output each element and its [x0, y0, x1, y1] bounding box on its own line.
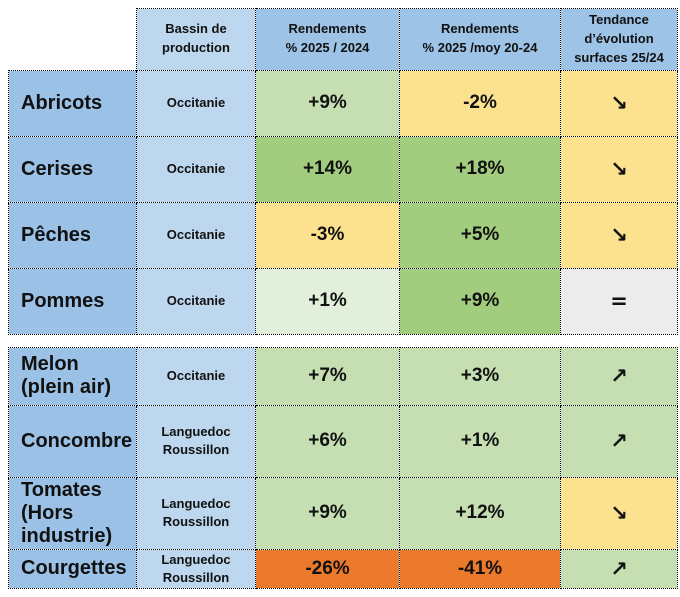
vegetables-table: Melon (plein air) Occitanie +7% +3% ↗ Co…	[8, 346, 678, 589]
product-name: Concombre	[21, 429, 133, 452]
table-row: Tomates (Hors industrie) Languedoc Rouss…	[8, 476, 678, 550]
product-name-cell: Pêches	[8, 201, 137, 269]
table-row: Pêches Occitanie -3% +5% ↘	[8, 201, 678, 269]
product-name-cell: Pommes	[8, 267, 137, 335]
column-header-bassin: Bassin de production	[136, 8, 256, 71]
bassin-cell: Languedoc Roussillon	[136, 404, 256, 478]
trend-arrow-cell: ↗	[560, 548, 678, 589]
yield-vs-2024-cell: +1%	[255, 267, 400, 335]
trend-arrow-cell: ↗	[560, 404, 678, 478]
product-name-cell: Abricots	[8, 69, 137, 137]
table-row: Concombre Languedoc Roussillon +6% +1% ↗	[8, 404, 678, 478]
column-header-tendance-surfaces: Tendance d’évolution surfaces 25/24	[560, 8, 678, 71]
trend-arrow-cell: ↘	[560, 135, 678, 203]
trend-arrow-cell: =	[560, 267, 678, 335]
column-header-rendements-moy: Rendements % 2025 /moy 20-24	[399, 8, 561, 71]
product-name: Pêches	[21, 223, 92, 246]
product-name-cell: Concombre	[8, 404, 137, 478]
yield-vs-2024-cell: +7%	[255, 346, 400, 406]
bassin-cell: Languedoc Roussillon	[136, 476, 256, 550]
fruits-table: Bassin de production Rendements % 2025 /…	[8, 8, 678, 335]
table-row: Cerises Occitanie +14% +18% ↘	[8, 135, 678, 203]
trend-arrow-cell: ↘	[560, 201, 678, 269]
trend-arrow-cell: ↗	[560, 346, 678, 406]
yield-vs-avg-20-24-cell: +1%	[399, 404, 561, 478]
product-name: Melon	[21, 353, 79, 376]
section-gap	[8, 335, 680, 347]
product-name-cell: Melon (plein air)	[8, 346, 137, 406]
product-subtitle: (Hors industrie)	[21, 501, 113, 547]
trend-arrow-cell: ↘	[560, 476, 678, 550]
bassin-cell: Occitanie	[136, 69, 256, 137]
bassin-cell: Occitanie	[136, 135, 256, 203]
table-row: Abricots Occitanie +9% -2% ↘	[8, 69, 678, 137]
table-row: Melon (plein air) Occitanie +7% +3% ↗	[8, 346, 678, 406]
yield-vs-avg-20-24-cell: +18%	[399, 135, 561, 203]
yield-vs-2024-cell: -3%	[255, 201, 400, 269]
product-name-cell: Tomates (Hors industrie)	[8, 476, 137, 550]
table-row: Pommes Occitanie +1% +9% =	[8, 267, 678, 335]
yield-vs-avg-20-24-cell: -41%	[399, 548, 561, 589]
product-name-cell: Courgettes	[8, 548, 137, 589]
corner-cell	[8, 8, 137, 71]
product-name: Cerises	[21, 157, 94, 180]
bassin-cell: Occitanie	[136, 201, 256, 269]
yield-vs-avg-20-24-cell: +3%	[399, 346, 561, 406]
product-subtitle: (plein air)	[21, 376, 112, 399]
column-header-rendements-2024: Rendements % 2025 / 2024	[255, 8, 400, 71]
yield-vs-avg-20-24-cell: +12%	[399, 476, 561, 550]
header-row: Bassin de production Rendements % 2025 /…	[8, 8, 678, 71]
yield-vs-2024-cell: +9%	[255, 69, 400, 137]
yield-vs-2024-cell: -26%	[255, 548, 400, 589]
yield-vs-avg-20-24-cell: +9%	[399, 267, 561, 335]
yield-vs-avg-20-24-cell: -2%	[399, 69, 561, 137]
product-name: Courgettes	[21, 557, 127, 580]
product-name-cell: Cerises	[8, 135, 137, 203]
table-row: Courgettes Languedoc Roussillon -26% -41…	[8, 548, 678, 589]
product-name: Tomates	[21, 478, 102, 501]
product-name: Abricots	[21, 91, 103, 114]
trend-arrow-cell: ↘	[560, 69, 678, 137]
yield-vs-2024-cell: +9%	[255, 476, 400, 550]
bassin-cell: Occitanie	[136, 267, 256, 335]
yield-vs-avg-20-24-cell: +5%	[399, 201, 561, 269]
bassin-cell: Occitanie	[136, 346, 256, 406]
yield-vs-2024-cell: +14%	[255, 135, 400, 203]
product-name: Pommes	[21, 289, 105, 312]
yield-vs-2024-cell: +6%	[255, 404, 400, 478]
bassin-cell: Languedoc Roussillon	[136, 548, 256, 589]
